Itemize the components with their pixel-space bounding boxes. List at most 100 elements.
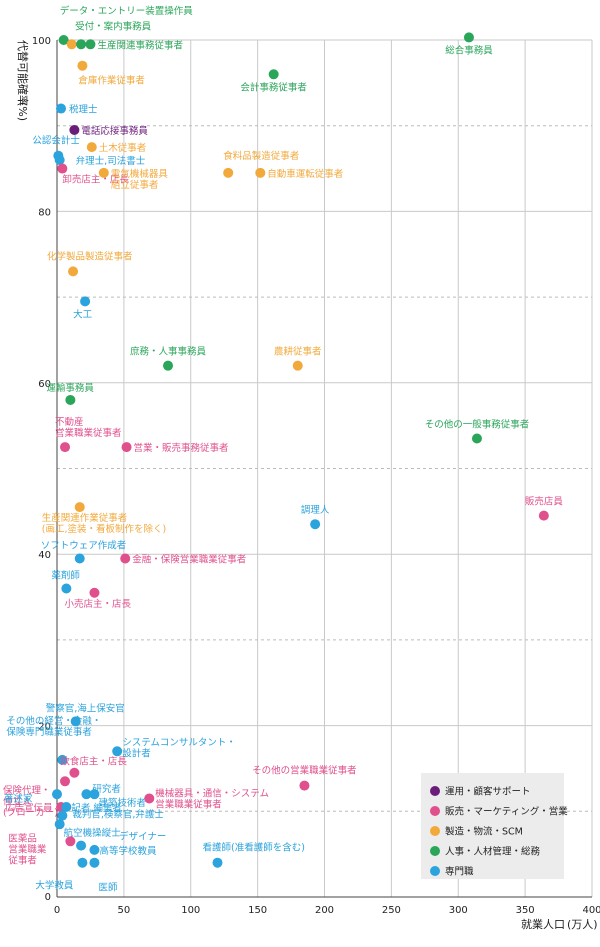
y-tick-label: 80 <box>38 207 51 218</box>
data-point <box>76 39 87 50</box>
point-label: 化学製品製造従事者 <box>47 250 133 262</box>
y-tick-label: 60 <box>38 379 51 390</box>
point-label: 販売店員 <box>525 496 564 508</box>
x-axis-unit: (万人) <box>567 918 598 931</box>
data-point <box>310 519 321 530</box>
data-point <box>163 360 174 371</box>
data-point <box>57 810 68 821</box>
data-point <box>57 163 68 174</box>
data-point <box>538 510 549 521</box>
data-point <box>70 716 81 727</box>
data-point <box>89 857 100 868</box>
point-label: 卸売店主・店長 <box>62 174 129 186</box>
point-label: 農耕従事者 <box>274 346 322 358</box>
y-tick-label: 20 <box>38 722 51 733</box>
point-label: 生産関連作業従事者(画工,塗装・看板制作を除く) <box>42 512 166 535</box>
legend-swatch <box>430 846 440 856</box>
data-point <box>299 780 310 791</box>
data-point <box>80 296 91 307</box>
point-label: 不動産営業職業従事者 <box>55 416 122 439</box>
point-label: データ・エントリー装置操作員 <box>60 5 194 17</box>
data-point <box>57 754 68 765</box>
x-axis-title: 就業人口 <box>521 917 565 931</box>
x-tick-label: 350 <box>516 905 535 916</box>
point-label: 受付・案内事務員 <box>75 20 152 32</box>
data-point <box>60 776 71 787</box>
data-point <box>68 266 79 277</box>
point-label: 総合事務員 <box>445 44 493 56</box>
data-point <box>61 583 72 594</box>
data-point <box>144 793 155 804</box>
data-point <box>89 789 100 800</box>
data-point <box>54 154 65 165</box>
point-label: システムコンサルタント・設計者 <box>122 737 236 759</box>
point-label: 建築技術者 <box>98 797 146 809</box>
point-label: 大工 <box>73 308 93 320</box>
point-label: 警察官,海上保安官 <box>46 702 125 714</box>
x-tick-label: 150 <box>248 905 267 916</box>
data-point <box>74 502 85 513</box>
data-point <box>77 857 88 868</box>
point-label: 研究者 <box>92 783 121 795</box>
point-label: 看護師(准看護師を含む) <box>203 842 305 854</box>
data-point <box>60 442 71 453</box>
point-label: 高等学校教員 <box>99 845 157 857</box>
data-point <box>121 442 132 453</box>
data-point <box>74 553 85 564</box>
data-point <box>112 746 123 757</box>
legend-label: 人事・人材管理・総務 <box>445 846 541 858</box>
point-label: 営業・販売事務従事者 <box>134 442 229 454</box>
point-label: 公認会計士 <box>32 135 80 147</box>
point-label: 航空機操縦士 <box>64 827 122 839</box>
y-tick-label: 0 <box>45 892 51 903</box>
y-axis-unit: (%) <box>16 102 29 121</box>
point-label: その他の営業職業従事者 <box>252 765 357 777</box>
point-label: 生産関連事務従事者 <box>97 39 183 51</box>
point-label: 広告宣伝員 <box>5 802 53 814</box>
point-label: 著述家 <box>4 793 33 805</box>
point-label: 大学教員 <box>35 880 74 892</box>
data-point <box>76 840 87 851</box>
data-point <box>212 857 223 868</box>
data-point <box>56 103 67 114</box>
point-label: 医薬品営業職業従事者 <box>8 832 47 866</box>
point-label: 記者,編集者 <box>71 802 122 814</box>
data-point <box>120 553 131 564</box>
point-label: 庶務・人事事務員 <box>130 346 207 358</box>
data-point <box>268 69 279 80</box>
legend-box <box>421 773 564 879</box>
point-label: 会計事務従事者 <box>240 81 307 93</box>
data-point <box>69 767 80 778</box>
data-point <box>89 844 100 855</box>
point-label: その他の一般事務従事者 <box>425 419 530 431</box>
point-label: デザイナー <box>119 831 166 843</box>
data-point <box>463 32 474 43</box>
legend-label: 販売・マーケティング・営業 <box>445 806 568 818</box>
point-label: 運輸事務員 <box>46 382 94 394</box>
data-point <box>66 39 77 50</box>
point-label: 倉庫作業従事者 <box>78 75 145 87</box>
data-point <box>52 789 62 800</box>
point-label: 飲食店主・店長 <box>60 756 127 768</box>
data-point <box>54 819 65 830</box>
x-tick-label: 250 <box>382 905 401 916</box>
data-point <box>69 124 80 135</box>
point-label: 弁理士,司法書士 <box>76 155 146 167</box>
data-point <box>65 836 76 847</box>
point-label: 調理人 <box>301 504 330 516</box>
point-label: 医師 <box>98 882 118 894</box>
point-label: その他の経営・金融・保険専門職業従事者 <box>6 715 101 738</box>
point-label: 自動車運転従事者 <box>267 168 343 180</box>
data-point <box>85 39 96 50</box>
data-point <box>471 433 482 444</box>
point-label: 税理士 <box>69 104 98 116</box>
legend-swatch <box>430 826 440 836</box>
data-point <box>98 167 109 178</box>
y-tick-label: 100 <box>32 36 51 47</box>
data-point <box>81 789 92 800</box>
legend-swatch <box>430 806 440 816</box>
point-label: 電話応接事務員 <box>81 125 148 137</box>
point-label: 電気機械器具組立従事者 <box>111 168 169 191</box>
